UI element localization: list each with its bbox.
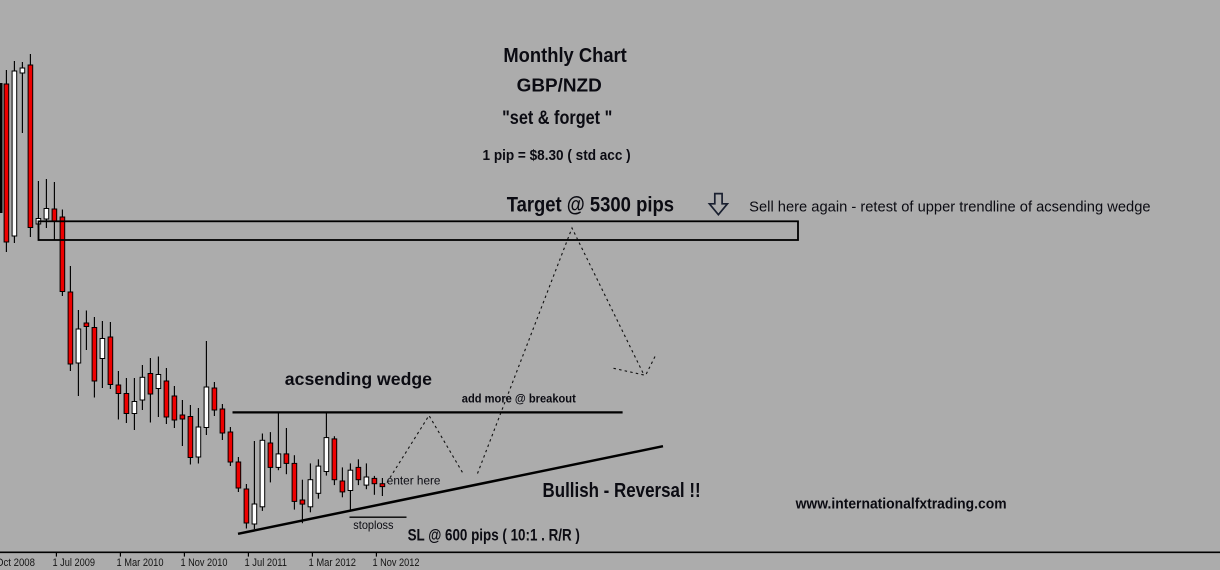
svg-text:www.internationalfxtrading.com: www.internationalfxtrading.com: [795, 496, 1007, 513]
svg-text:SL @ 600 pips ( 10:1 . R/R ): SL @ 600 pips ( 10:1 . R/R ): [408, 526, 580, 545]
svg-text:Bullish - Reversal !!: Bullish - Reversal !!: [543, 480, 701, 502]
svg-text:1 Mar 2010: 1 Mar 2010: [117, 557, 164, 569]
svg-text:stoploss: stoploss: [353, 518, 393, 532]
svg-text:acsending wedge: acsending wedge: [285, 369, 432, 389]
svg-text:1 pip = $8.30 ( std acc ): 1 pip = $8.30 ( std acc ): [483, 147, 631, 164]
svg-text:1 Nov 2010: 1 Nov 2010: [181, 557, 228, 569]
svg-text:Oct 2008: Oct 2008: [0, 557, 35, 569]
svg-text:Target @ 5300 pips: Target @ 5300 pips: [507, 193, 674, 216]
svg-text:GBP/NZD: GBP/NZD: [517, 75, 602, 96]
svg-text:1 Mar 2012: 1 Mar 2012: [309, 557, 357, 569]
svg-text:add more @ breakout: add more @ breakout: [462, 392, 576, 406]
svg-text:Sell here again - retest of up: Sell here again - retest of upper trendl…: [749, 200, 1150, 216]
svg-text:1 Jul 2009: 1 Jul 2009: [53, 557, 96, 569]
svg-text:1 Nov 2012: 1 Nov 2012: [373, 557, 420, 569]
svg-text:Monthly Chart: Monthly Chart: [503, 44, 627, 67]
svg-text:"set & forget ": "set & forget ": [502, 108, 612, 129]
svg-text:1 Jul 2011: 1 Jul 2011: [245, 557, 288, 569]
svg-text:enter here: enter here: [387, 476, 441, 488]
